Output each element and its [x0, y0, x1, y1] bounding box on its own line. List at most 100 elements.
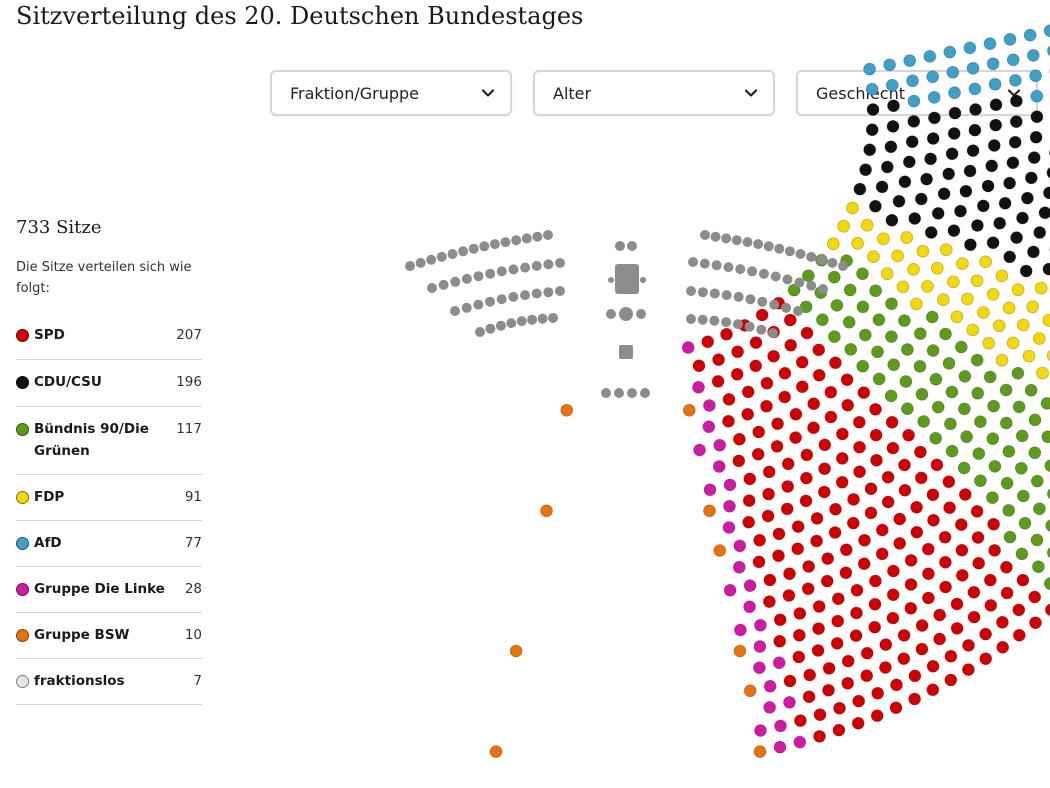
- seat-cdu-csu[interactable]: [989, 98, 1003, 112]
- seat-spd[interactable]: [761, 509, 775, 523]
- seat-fdp[interactable]: [1032, 332, 1046, 345]
- seat-spd[interactable]: [835, 475, 849, 489]
- seat-buendnis-90-die-gruenen[interactable]: [884, 389, 898, 403]
- seat-spd[interactable]: [926, 683, 940, 697]
- seat-buendnis-90-die-gruenen[interactable]: [1047, 488, 1050, 500]
- seat-buendnis-90-die-gruenen[interactable]: [971, 386, 985, 400]
- seat-spd[interactable]: [812, 368, 826, 382]
- seat-spd[interactable]: [930, 458, 944, 472]
- seat-spd[interactable]: [902, 428, 915, 442]
- seat-spd[interactable]: [792, 650, 806, 664]
- seat-spd[interactable]: [897, 629, 911, 642]
- seat-cdu-csu[interactable]: [880, 160, 894, 174]
- seat-buendnis-90-die-gruenen[interactable]: [1033, 502, 1046, 516]
- seat-spd[interactable]: [812, 622, 825, 635]
- seat-buendnis-90-die-gruenen[interactable]: [1040, 397, 1050, 410]
- seat-spd[interactable]: [908, 669, 922, 683]
- seat-buendnis-90-die-gruenen[interactable]: [913, 327, 927, 341]
- seat-spd[interactable]: [692, 359, 706, 373]
- seat-spd[interactable]: [836, 427, 849, 441]
- seat-cdu-csu[interactable]: [971, 219, 984, 232]
- seat-cdu-csu[interactable]: [998, 196, 1012, 210]
- seat-buendnis-90-die-gruenen[interactable]: [1030, 474, 1044, 488]
- seat-spd[interactable]: [875, 523, 889, 537]
- seat-cdu-csu[interactable]: [887, 99, 900, 113]
- seat-spd[interactable]: [817, 485, 831, 499]
- seat-gruppe-die-linke[interactable]: [763, 701, 777, 714]
- seat-spd[interactable]: [922, 591, 935, 605]
- seat-buendnis-90-die-gruenen[interactable]: [970, 353, 984, 367]
- seat-buendnis-90-die-gruenen[interactable]: [987, 399, 1000, 413]
- seat-spd[interactable]: [829, 502, 842, 516]
- seat-spd[interactable]: [915, 619, 929, 632]
- seat-buendnis-90-die-gruenen[interactable]: [917, 415, 931, 428]
- seat-spd[interactable]: [988, 544, 1001, 557]
- seat-spd[interactable]: [983, 573, 997, 587]
- seat-gruppe-die-linke[interactable]: [732, 560, 746, 574]
- seat-spd[interactable]: [950, 622, 964, 635]
- seat-cdu-csu[interactable]: [937, 187, 951, 201]
- seat-gruppe-bsw[interactable]: [743, 684, 757, 698]
- seat-cdu-csu[interactable]: [866, 103, 880, 116]
- seat-cdu-csu[interactable]: [1027, 245, 1040, 259]
- seat-buendnis-90-die-gruenen[interactable]: [1003, 530, 1017, 544]
- seat-spd[interactable]: [828, 526, 842, 539]
- seat-spd[interactable]: [781, 457, 795, 471]
- seat-spd[interactable]: [869, 402, 882, 416]
- seat-buendnis-90-die-gruenen[interactable]: [872, 372, 886, 386]
- seat-spd[interactable]: [944, 673, 958, 687]
- seat-spd[interactable]: [818, 438, 832, 452]
- seat-spd[interactable]: [813, 730, 826, 743]
- seat-spd[interactable]: [1044, 603, 1050, 617]
- seat-spd[interactable]: [898, 458, 911, 472]
- seat-spd[interactable]: [967, 585, 981, 599]
- seat-cdu-csu[interactable]: [1046, 167, 1050, 179]
- seat-fdp[interactable]: [995, 353, 1009, 367]
- seat-spd[interactable]: [773, 613, 787, 627]
- seat-gruppe-bsw[interactable]: [489, 745, 503, 758]
- seat-spd[interactable]: [971, 531, 985, 544]
- seat-spd[interactable]: [1028, 590, 1042, 604]
- seat-spd[interactable]: [868, 620, 882, 634]
- seat-spd[interactable]: [822, 683, 835, 697]
- seat-spd[interactable]: [830, 637, 844, 650]
- seat-buendnis-90-die-gruenen[interactable]: [1015, 547, 1029, 561]
- seat-spd[interactable]: [939, 580, 952, 594]
- seat-afd[interactable]: [927, 91, 941, 104]
- seat-spd[interactable]: [954, 518, 968, 531]
- seat-cdu-csu[interactable]: [1008, 135, 1022, 149]
- seat-buendnis-90-die-gruenen[interactable]: [856, 359, 870, 373]
- seat-cdu-csu[interactable]: [1030, 110, 1044, 124]
- seat-spd[interactable]: [841, 676, 855, 690]
- seat-spd[interactable]: [869, 574, 882, 588]
- seat-buendnis-90-die-gruenen[interactable]: [939, 327, 952, 341]
- seat-fdp[interactable]: [995, 269, 1009, 283]
- seat-fdp[interactable]: [979, 255, 992, 269]
- seat-fdp[interactable]: [956, 257, 969, 271]
- seat-fdp[interactable]: [1026, 300, 1040, 314]
- seat-fdp[interactable]: [966, 323, 980, 337]
- seat-buendnis-90-die-gruenen[interactable]: [1018, 516, 1032, 530]
- seat-buendnis-90-die-gruenen[interactable]: [983, 370, 997, 384]
- seat-spd[interactable]: [871, 686, 885, 700]
- seat-spd[interactable]: [820, 574, 834, 588]
- seat-spd[interactable]: [829, 356, 842, 370]
- seat-cdu-csu[interactable]: [853, 182, 867, 196]
- seat-buendnis-90-die-gruenen[interactable]: [872, 313, 886, 327]
- seat-gruppe-die-linke[interactable]: [774, 719, 787, 733]
- seat-cdu-csu[interactable]: [863, 143, 877, 157]
- seat-spd[interactable]: [967, 610, 981, 624]
- seat-spd[interactable]: [767, 349, 780, 363]
- seat-gruppe-die-linke[interactable]: [733, 539, 747, 553]
- seat-spd[interactable]: [812, 343, 826, 357]
- seat-buendnis-90-die-gruenen[interactable]: [999, 383, 1013, 397]
- seat-afd[interactable]: [1003, 33, 1017, 46]
- seat-fdp[interactable]: [851, 236, 864, 250]
- seat-gruppe-bsw[interactable]: [509, 644, 523, 658]
- seat-afd[interactable]: [948, 86, 961, 100]
- seat-spd[interactable]: [970, 504, 984, 518]
- seat-spd[interactable]: [749, 359, 763, 373]
- seat-spd[interactable]: [942, 475, 956, 489]
- seat-afd[interactable]: [968, 82, 982, 96]
- seat-gruppe-die-linke[interactable]: [763, 679, 777, 693]
